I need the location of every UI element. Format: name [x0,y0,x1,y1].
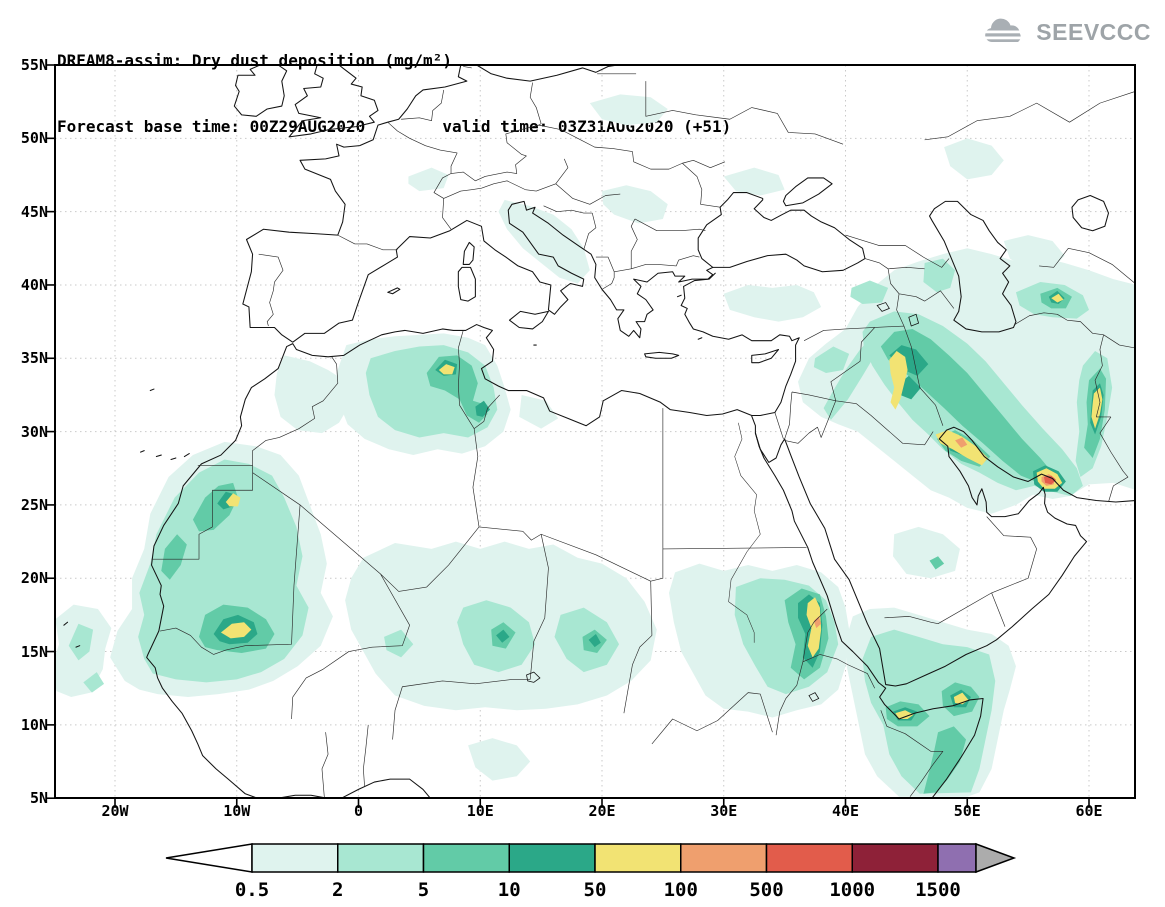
lat-tick-label: 15N [20,642,48,661]
seevccc-logo: SEEVCCC [981,16,1151,48]
plot-header: DREAM8-assim: Dry dust deposition (mg/m²… [57,6,731,182]
lat-tick-label: 5N [29,789,48,808]
colorbar-segment [508,843,596,873]
colorbar-over-arrow [975,842,1017,874]
colorbar-tick-label: 10 [498,879,521,901]
lon-tick-label: 10E [466,802,494,820]
colorbar-tick-label: 2 [332,879,343,901]
lakes-layer [527,303,919,702]
colorbar-tick-label: 1000 [829,879,875,901]
colorbar-tick-label: 500 [749,879,783,901]
lon-tick-label: 60E [1075,802,1103,820]
colorbar-segment [422,843,510,873]
country-borders-layer [152,66,1136,798]
map-frame [54,64,1136,799]
lon-tick-label: 50E [953,802,981,820]
colorbar-segment [765,843,853,873]
lat-tick-label: 20N [20,569,48,588]
plot-subtitle: Forecast base time: 00Z29AUG2020 valid t… [57,117,732,136]
lon-tick-label: 30E [710,802,738,820]
colorbar-segment [251,843,339,873]
lat-tick-label: 30N [20,422,48,441]
lon-tick-label: 40E [831,802,860,820]
coastlines-layer [64,65,1135,798]
axis-ticks [46,64,1090,808]
colorbar-tick-label: 1500 [915,879,961,901]
lat-tick-label: 50N [20,129,48,148]
colorbar-segment [594,843,682,873]
lat-tick-label: 10N [20,715,48,734]
lat-tick-label: 45N [20,202,48,221]
lat-tick-label: 55N [20,56,48,74]
colorbar-tick-label: 0.5 [235,879,269,901]
lon-tick-label: 0 [353,802,364,820]
map-content [55,65,1136,798]
lon-tick-label: 20E [588,802,616,820]
colorbar-under-arrow [165,843,253,873]
colorbar-segment [680,843,768,873]
lat-tick-label: 40N [20,275,48,294]
colorbar-segment [851,843,939,873]
colorbar-segment [937,843,977,873]
colorbar-legend: 0.5 2 5 10 50 100 500 1000 1500 [165,842,1017,901]
colorbar-tick-label: 5 [418,879,429,901]
lon-tick-label: 20W [101,802,129,820]
colorbar-segment [337,843,425,873]
colorbar-tick-label: 50 [584,879,607,901]
dust-level-500-1000 [1043,475,1057,485]
cloud-icon [983,18,1028,42]
colorbar-tick-label: 100 [664,879,698,901]
lat-tick-label: 25N [20,495,48,514]
lon-tick-label: 10W [223,802,251,820]
rivers-layer [729,423,761,643]
logo-text: SEEVCCC [1036,18,1151,45]
lat-tick-label: 35N [20,349,48,368]
